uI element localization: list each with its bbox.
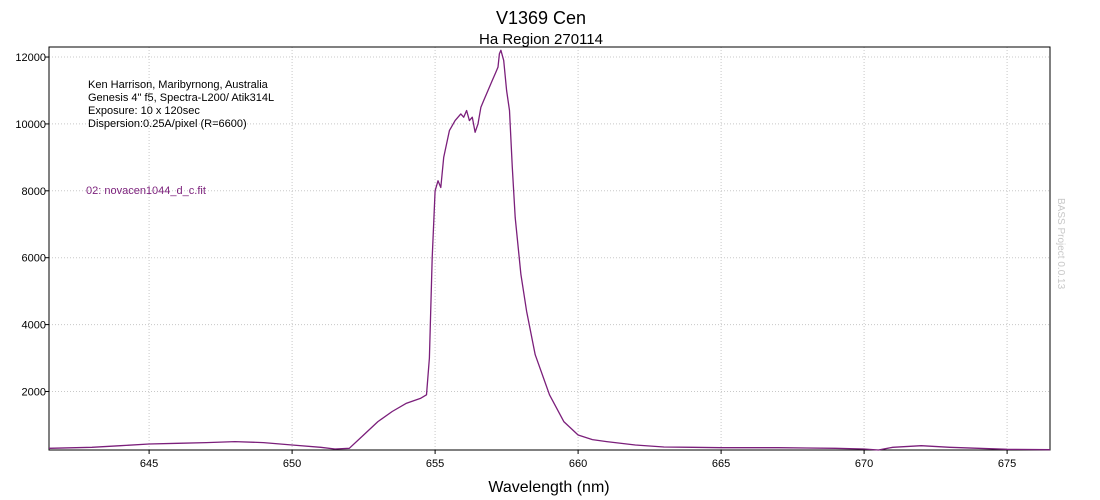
y-tick-label: 6000 xyxy=(22,253,46,265)
annotation-observer: Ken Harrison, Maribyrnong, Australia xyxy=(88,79,269,91)
annotation-exposure: Exposure: 10 x 120sec xyxy=(88,105,200,117)
watermark: BASS Project 0.0.13 xyxy=(1055,198,1066,290)
x-tick-label: 650 xyxy=(283,458,301,470)
x-tick-label: 655 xyxy=(426,458,444,470)
series-label: 02: novacen1044_d_c.fit xyxy=(86,185,206,197)
y-tick-label: 12000 xyxy=(15,52,46,64)
annotation-equipment: Genesis 4" f5, Spectra-L200/ Atik314L xyxy=(88,92,274,104)
series-layer xyxy=(48,49,1051,451)
grid-layer xyxy=(49,47,1050,450)
x-tick-label: 665 xyxy=(712,458,730,470)
x-tick-label: 660 xyxy=(569,458,587,470)
tick-layer: 645 650 655 660 665 670 675 2000 4000 6000 8000 100… xyxy=(15,52,1016,470)
chart-title: V1369 Cen xyxy=(496,8,586,28)
x-tick-label: 670 xyxy=(855,458,873,470)
x-tick-label: 645 xyxy=(140,458,158,470)
x-axis-label: Wavelength (nm) xyxy=(488,479,609,496)
chart-subtitle: Ha Region 270114 xyxy=(479,31,603,48)
y-tick-label: 4000 xyxy=(22,320,46,332)
spectrum-line xyxy=(48,49,1051,451)
x-tick-label: 675 xyxy=(998,458,1016,470)
plot-frame xyxy=(48,46,1051,451)
y-tick-label: 2000 xyxy=(22,386,46,398)
y-tick-label: 10000 xyxy=(15,119,46,131)
annotation-dispersion: Dispersion:0.25A/pixel (R=6600) xyxy=(88,118,247,130)
y-tick-label: 8000 xyxy=(22,186,46,198)
